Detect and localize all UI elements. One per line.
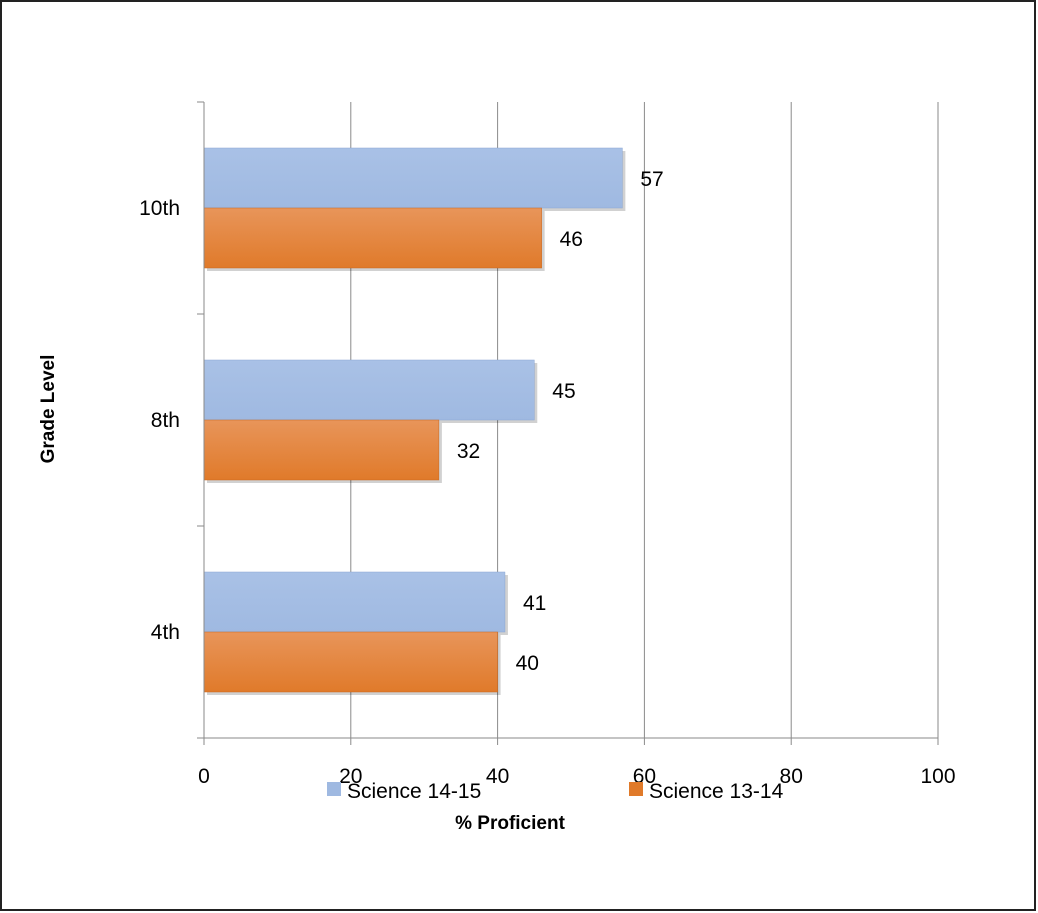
legend-label-series-2: Science 13-14 — [649, 780, 784, 803]
bar-series-2-4th — [203, 631, 498, 693]
x-tick-labels: 0 20 40 60 80 100 — [198, 765, 955, 788]
data-label: 45 — [552, 380, 575, 403]
x-tick-label: 40 — [486, 765, 509, 788]
data-label: 40 — [516, 652, 539, 675]
x-axis-title: % Proficient — [455, 813, 565, 834]
legend-swatch-series-1 — [327, 782, 341, 796]
axes — [197, 101, 939, 745]
legend-label-series-1: Science 14-15 — [347, 780, 481, 803]
x-tick-label: 20 — [339, 765, 362, 788]
bar-series-2-10th — [203, 207, 542, 269]
y-axis-title: Grade Level — [38, 355, 59, 464]
bars — [203, 147, 626, 695]
x-tick-label: 100 — [920, 765, 955, 788]
data-label: 46 — [560, 228, 583, 251]
x-tick-label: 80 — [780, 765, 803, 788]
y-tick-label: 10th — [139, 197, 180, 220]
data-labels: 41 40 45 32 57 46 — [457, 168, 664, 675]
legend: Science 14-15 Science 13-14 — [327, 780, 784, 803]
data-label: 57 — [640, 168, 663, 191]
bar-series-1-4th — [203, 571, 506, 633]
y-tick-labels: 4th 8th 10th — [139, 197, 180, 644]
data-label: 41 — [523, 592, 546, 615]
x-tick-label: 0 — [198, 765, 210, 788]
data-label: 32 — [457, 440, 480, 463]
bar-series-2-8th — [203, 419, 440, 481]
legend-swatch-series-2 — [629, 782, 643, 796]
bar-series-1-10th — [203, 147, 623, 209]
y-tick-label: 8th — [151, 409, 180, 432]
bar-series-1-8th — [203, 359, 535, 421]
y-tick-label: 4th — [151, 621, 180, 644]
